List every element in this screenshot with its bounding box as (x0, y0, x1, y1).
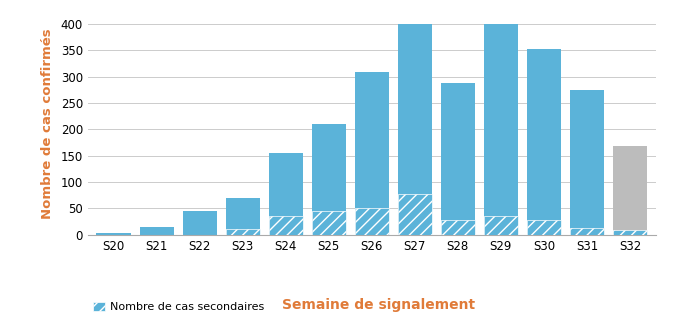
Text: Semaine de signalement: Semaine de signalement (282, 298, 475, 312)
Bar (226, 198, 260, 234)
Bar (570, 90, 604, 234)
Bar (268, 216, 303, 234)
Legend: Nombre de cas secondaires: Nombre de cas secondaires (93, 302, 264, 313)
Bar (612, 230, 647, 234)
Bar (527, 49, 561, 234)
Bar (355, 208, 389, 234)
Y-axis label: Nombre de cas confirmés: Nombre de cas confirmés (41, 28, 54, 219)
Bar (483, 216, 518, 234)
Bar (268, 153, 303, 234)
Bar (441, 220, 475, 234)
Bar (139, 226, 174, 234)
Bar (226, 229, 260, 234)
Bar (441, 83, 475, 234)
Bar (570, 228, 604, 234)
Bar (312, 124, 346, 234)
Bar (97, 233, 131, 234)
Bar (397, 24, 432, 234)
Bar (312, 211, 346, 234)
Bar (612, 146, 647, 234)
Bar (397, 194, 432, 234)
Bar (483, 24, 518, 234)
Bar (355, 72, 389, 234)
Bar (183, 211, 217, 234)
Bar (527, 220, 561, 234)
